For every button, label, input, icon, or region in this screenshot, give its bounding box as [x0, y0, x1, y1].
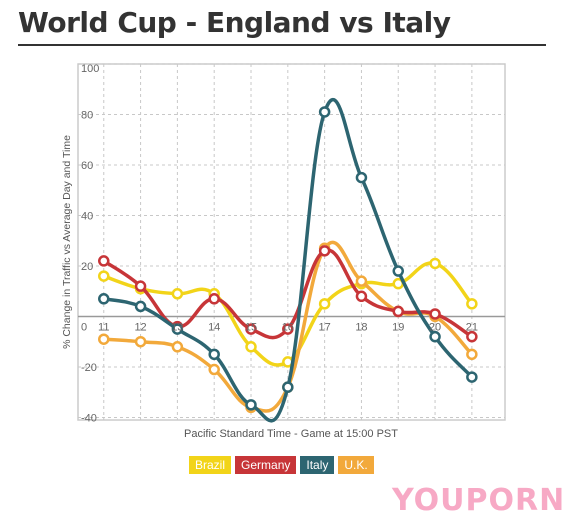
data-point-brazil — [318, 298, 331, 310]
data-point-uk — [134, 335, 147, 348]
chart-title: World Cup - England vs Italy — [18, 6, 451, 39]
y-tick-label: 80 — [81, 109, 93, 121]
data-point-germany — [355, 290, 368, 303]
series-lines — [98, 98, 478, 423]
chart-legend: Brazil Germany Italy U.K. — [189, 456, 374, 474]
data-point-germany — [318, 245, 331, 257]
data-point-uk — [171, 341, 184, 353]
legend-item-germany: Germany — [235, 456, 297, 474]
data-point-uk — [466, 348, 478, 361]
y-tick-label: 20 — [81, 261, 93, 273]
data-point-uk — [208, 363, 220, 376]
data-point-italy — [318, 106, 331, 118]
data-point-germany — [134, 280, 147, 292]
legend-item-brazil: Brazil — [189, 456, 232, 474]
data-point-italy — [98, 293, 110, 305]
data-point-brazil — [171, 288, 184, 300]
data-point-brazil — [429, 257, 441, 270]
x-origin-label: 0 — [81, 321, 87, 333]
data-point-germany — [392, 305, 404, 318]
y-tick-label: 40 — [81, 210, 93, 222]
x-tick-label: 17 — [319, 321, 331, 333]
data-point-italy — [208, 348, 220, 361]
data-point-germany — [429, 308, 441, 320]
y-tick-label: -40 — [81, 412, 97, 424]
x-tick-label: 15 — [245, 321, 257, 333]
data-point-italy — [355, 171, 368, 184]
x-tick-label: 11 — [98, 321, 109, 333]
data-point-germany — [282, 323, 294, 335]
youporn-logo: YOUPORN — [392, 483, 565, 518]
x-tick-label: 12 — [134, 321, 146, 333]
y-tick-label: 60 — [81, 160, 93, 172]
x-tick-label: 14 — [208, 321, 220, 333]
data-point-germany — [466, 330, 478, 343]
y-axis-label: % Change in Traffic vs Average Day and T… — [61, 135, 73, 349]
y-tick-label: 100 — [81, 63, 99, 75]
plot-frame — [77, 63, 506, 421]
data-point-italy — [466, 371, 478, 383]
logo-part-1: YOU — [392, 483, 466, 518]
data-point-brazil — [466, 298, 478, 310]
title-divider — [18, 44, 546, 46]
legend-item-uk: U.K. — [338, 456, 374, 474]
x-tick-label: 19 — [392, 321, 404, 333]
x-tick-label: 18 — [355, 321, 367, 333]
x-tick-label: 16 — [282, 321, 294, 333]
data-point-italy — [392, 265, 404, 277]
tick-labels: 100 80 60 40 20 -20 -40 11 12 13 14 15 16 17 18 19 20 21 0 — [81, 63, 478, 424]
x-tick-label: 13 — [171, 321, 183, 333]
data-point-germany — [245, 323, 257, 335]
data-point-italy — [171, 323, 184, 335]
logo-part-2: PORN — [465, 483, 566, 518]
data-point-brazil — [98, 270, 110, 282]
x-axis-label: Pacific Standard Time - Game at 15:00 PS… — [184, 428, 398, 440]
data-point-uk — [98, 333, 110, 345]
y-tick-label: -20 — [81, 362, 97, 374]
legend-item-italy: Italy — [300, 456, 335, 474]
data-point-germany — [98, 255, 110, 267]
data-point-italy — [429, 330, 441, 343]
x-tick-label: 20 — [429, 321, 441, 333]
data-point-germany — [208, 293, 220, 305]
data-point-uk — [355, 275, 368, 287]
data-point-italy — [134, 300, 147, 313]
data-point-italy — [245, 399, 257, 411]
x-tick-label: 21 — [466, 321, 478, 333]
data-point-italy — [282, 381, 294, 393]
data-point-brazil — [245, 341, 257, 353]
